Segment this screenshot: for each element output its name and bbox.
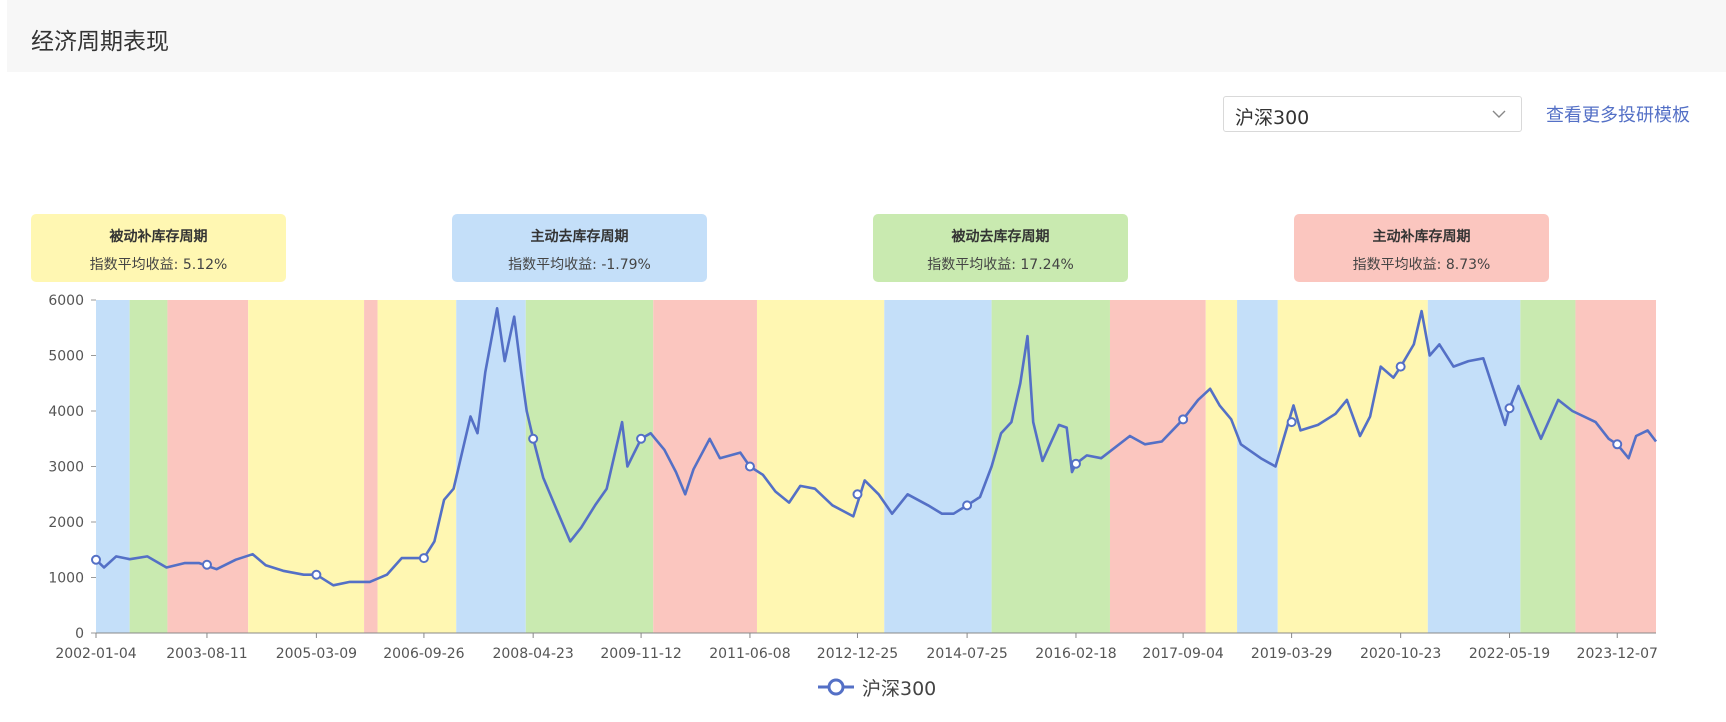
series-point bbox=[418, 553, 429, 564]
chevron-down-icon bbox=[1492, 110, 1506, 118]
x-tick-label: 2003-08-11 bbox=[166, 646, 247, 660]
y-tick-label: 4000 bbox=[48, 404, 84, 420]
cycle-band bbox=[991, 300, 1110, 633]
cycle-band bbox=[248, 300, 365, 633]
cycle-name: 主动去库存周期 bbox=[530, 229, 629, 245]
y-tick-label: 0 bbox=[75, 626, 84, 642]
more-templates-link[interactable]: 查看更多投研模板 bbox=[1546, 105, 1690, 126]
series-point bbox=[962, 500, 973, 511]
y-tick-label: 5000 bbox=[48, 349, 84, 365]
x-tick-label: 2017-09-04 bbox=[1142, 646, 1223, 660]
cycle-band bbox=[1277, 300, 1428, 633]
series-point bbox=[1504, 403, 1515, 414]
legend-item[interactable]: 沪深300 bbox=[816, 672, 936, 702]
x-tick-label: 2011-06-08 bbox=[709, 646, 790, 660]
series-point bbox=[91, 554, 101, 565]
cycle-band bbox=[1575, 300, 1656, 633]
cycle-band bbox=[756, 300, 885, 633]
cycle-average-return: 指数平均收益17.24% bbox=[873, 254, 1128, 274]
series-point bbox=[744, 461, 755, 472]
series-point bbox=[1286, 417, 1297, 428]
page-title: 经济周期表现 bbox=[31, 29, 169, 55]
x-tick-label: 2020-10-23 bbox=[1360, 646, 1441, 660]
cycle-card-passive-destock: 被动去库存周期 指数平均收益17.24% bbox=[873, 214, 1128, 282]
x-tick-label: 2022-05-19 bbox=[1469, 646, 1550, 660]
x-tick-label: 2005-03-09 bbox=[276, 646, 357, 660]
cycle-band bbox=[377, 300, 457, 633]
x-tick-label: 2012-12-25 bbox=[817, 646, 898, 660]
cycle-band bbox=[167, 300, 249, 633]
series-point bbox=[852, 489, 863, 500]
index-line-chart: 0 1000 2000 3000 4000 5000 6000 2002-01-04 2003-… bbox=[48, 293, 1658, 660]
series-point bbox=[1395, 361, 1406, 372]
x-tick-label: 2008-04-23 bbox=[492, 646, 573, 660]
x-tick-label: 2019-03-29 bbox=[1251, 646, 1332, 660]
series-point bbox=[201, 559, 212, 570]
cycle-band bbox=[1427, 300, 1521, 633]
legend-line-marker-icon bbox=[818, 678, 854, 696]
y-tick-label: 6000 bbox=[48, 293, 84, 309]
y-tick-label: 3000 bbox=[48, 460, 84, 476]
cycle-band bbox=[653, 300, 757, 633]
x-tick-label: 2014-07-25 bbox=[926, 646, 1007, 660]
cycle-average-return: 指数平均收益8.73% bbox=[1294, 254, 1549, 274]
series-point bbox=[1612, 439, 1623, 450]
cycle-band bbox=[525, 300, 654, 633]
cycle-band bbox=[1205, 300, 1238, 633]
cycle-average-return: 指数平均收益5.12% bbox=[31, 254, 286, 274]
series-point bbox=[636, 433, 647, 444]
legend-label: 沪深300 bbox=[862, 678, 937, 700]
cycle-card-active-restock: 主动补库存周期 指数平均收益8.73% bbox=[1294, 214, 1549, 282]
y-tick-label: 2000 bbox=[48, 515, 84, 531]
cycle-band bbox=[1237, 300, 1278, 633]
y-tick-label: 1000 bbox=[48, 571, 84, 587]
cycle-band bbox=[456, 300, 526, 633]
cycle-average-return: 指数平均收益-1.79% bbox=[452, 254, 707, 274]
index-select-value: 沪深300 bbox=[1235, 107, 1310, 129]
x-tick-label: 2006-09-26 bbox=[383, 646, 464, 660]
cycle-card-passive-restock: 被动补库存周期 指数平均收益5.12% bbox=[31, 214, 286, 282]
x-tick-label: 2002-01-04 bbox=[55, 646, 136, 660]
cycle-name: 被动补库存周期 bbox=[109, 229, 208, 245]
cycle-band bbox=[1520, 300, 1576, 633]
x-tick-label: 2016-02-18 bbox=[1035, 646, 1116, 660]
series-point bbox=[311, 569, 322, 580]
x-tick-label: 2023-12-07 bbox=[1577, 646, 1658, 660]
series-point bbox=[528, 433, 539, 444]
cycle-band bbox=[364, 300, 378, 633]
x-tick-label: 2009-11-12 bbox=[600, 646, 681, 660]
series-point bbox=[1070, 458, 1081, 469]
cycle-name: 主动补库存周期 bbox=[1372, 229, 1471, 245]
cycle-band bbox=[884, 300, 992, 633]
index-select[interactable]: 沪深300 bbox=[1223, 96, 1522, 132]
cycle-name: 被动去库存周期 bbox=[951, 229, 1050, 245]
cycle-band bbox=[1109, 300, 1206, 633]
series-point bbox=[1178, 414, 1189, 425]
cycle-band bbox=[129, 300, 168, 633]
page-header: 经济周期表现 bbox=[7, 0, 1726, 72]
cycle-card-active-destock: 主动去库存周期 指数平均收益-1.79% bbox=[452, 214, 707, 282]
cycle-band bbox=[96, 300, 130, 633]
